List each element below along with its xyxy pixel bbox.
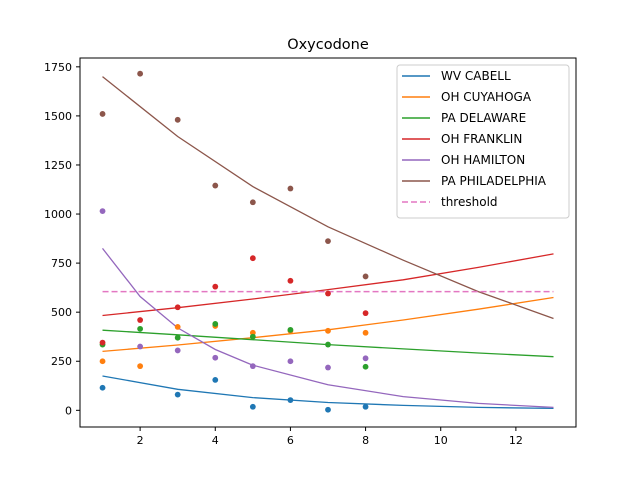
- y-tick-label-750: 750: [51, 257, 72, 270]
- data-point-series-5-6: [325, 238, 331, 245]
- data-point-series-2-4: [249, 333, 256, 340]
- x-tick-label-6: 6: [287, 434, 294, 447]
- data-point-series-3-5: [287, 277, 294, 284]
- data-point-series-4-7: [362, 355, 369, 362]
- y-tick-label-1000: 1000: [44, 208, 72, 221]
- data-point-series-4-5: [287, 358, 294, 365]
- data-point-series-5-3: [212, 182, 219, 189]
- data-points: [99, 70, 369, 413]
- y-tick-label-250: 250: [51, 355, 72, 368]
- data-point-series-0-4: [287, 397, 294, 404]
- legend-label-5: PA PHILADELPHIA: [441, 174, 547, 188]
- y-tick-label-0: 0: [65, 404, 72, 417]
- y-tick-label-1500: 1500: [44, 110, 72, 123]
- x-tick-label-2: 2: [137, 434, 144, 447]
- data-point-series-1-7: [362, 329, 369, 336]
- x-tick-label-12: 12: [509, 434, 523, 447]
- fit-line-series-5: [102, 76, 554, 320]
- data-point-series-5-2: [174, 116, 181, 123]
- data-point-series-0-2: [212, 376, 219, 383]
- axes: 2 4 6 8 10 12 0 250 500 750 1000 1250 1500 1750: [44, 57, 577, 447]
- data-point-series-5-0: [99, 111, 106, 117]
- data-point-series-5-4: [249, 199, 256, 206]
- data-point-series-4-6: [325, 364, 331, 371]
- data-point-series-4-2: [174, 347, 181, 354]
- data-point-series-4-4: [249, 363, 256, 370]
- data-point-series-2-3: [212, 321, 219, 327]
- data-point-series-0-6: [362, 403, 369, 410]
- chart-title: Oxycodone: [287, 37, 369, 53]
- legend-label-0: WV CABELL: [441, 69, 511, 83]
- legend-label-1: OH CUYAHOGA: [441, 90, 532, 104]
- data-point-series-1-0: [99, 358, 106, 365]
- data-point-series-3-2: [174, 304, 181, 311]
- data-point-series-4-0: [99, 208, 106, 214]
- x-tick-label-8: 8: [362, 434, 369, 447]
- data-point-series-3-4: [249, 255, 256, 262]
- data-point-series-2-2: [174, 334, 181, 341]
- data-point-series-2-7: [362, 363, 369, 370]
- x-tick-label-4: 4: [212, 434, 219, 447]
- data-point-series-3-3: [212, 283, 219, 290]
- y-tick-label-1750: 1750: [44, 61, 72, 74]
- legend-label-6: threshold: [441, 195, 498, 209]
- data-point-series-0-5: [325, 406, 331, 413]
- y-tick-label-1250: 1250: [44, 159, 72, 172]
- data-point-series-3-7: [362, 310, 369, 317]
- data-point-series-2-1: [137, 325, 144, 332]
- legend-box: [396, 64, 570, 219]
- data-point-series-0-3: [249, 403, 256, 410]
- data-point-series-1-1: [137, 363, 144, 370]
- data-point-series-4-1: [137, 343, 144, 350]
- data-point-series-5-5: [287, 185, 294, 192]
- plot-frame: [79, 57, 577, 428]
- fit-line-series-0: [102, 375, 554, 410]
- legend-label-3: OH FRANKLIN: [441, 132, 522, 146]
- legend-label-2: PA DELAWARE: [441, 111, 526, 125]
- legend: WV CABELL OH CUYAHOGA PA DELAWARE OH FRANKL…: [396, 64, 570, 219]
- legend-label-4: OH HAMILTON: [441, 153, 525, 167]
- data-point-series-5-7: [362, 273, 369, 280]
- data-point-series-5-1: [137, 70, 144, 77]
- data-point-series-2-5: [287, 326, 294, 333]
- x-tick-label-10: 10: [434, 434, 448, 447]
- data-point-series-4-3: [212, 354, 219, 361]
- data-point-series-0-0: [99, 384, 106, 391]
- data-point-series-3-0: [99, 339, 106, 346]
- data-point-series-2-6: [325, 341, 331, 348]
- data-point-series-0-1: [174, 391, 181, 398]
- data-point-series-1-2: [174, 323, 181, 330]
- y-tick-label-500: 500: [51, 306, 72, 319]
- data-point-series-3-1: [137, 317, 144, 323]
- data-point-series-1-6: [325, 327, 331, 334]
- data-point-series-3-6: [325, 290, 331, 297]
